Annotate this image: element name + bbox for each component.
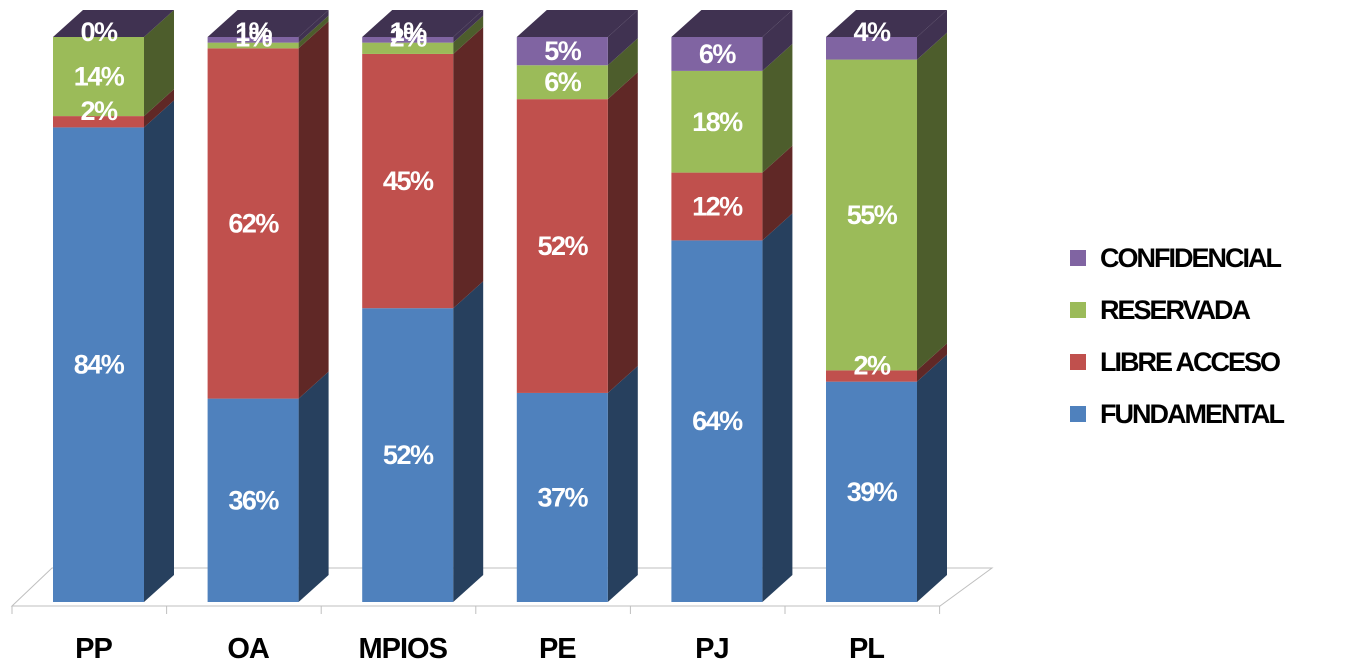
legend: CONFIDENCIAL RESERVADA LIBRE ACCESO FUND… — [1070, 232, 1283, 440]
category-label-mpios: MPIOS — [358, 633, 447, 665]
category-label-oa: OA — [227, 633, 270, 665]
data-label-confidencial-oa: 1% — [235, 17, 273, 47]
data-label-fundamental-pp: 84% — [74, 350, 125, 380]
data-label-fundamental-pl: 39% — [847, 477, 898, 507]
data-label-reservada-pj: 18% — [692, 107, 743, 137]
legend-label-reservada: RESERVADA — [1100, 295, 1249, 326]
legend-item-fundamental: FUNDAMENTAL — [1070, 388, 1283, 440]
data-label-libre-acceso-mpios: 45% — [383, 166, 434, 196]
legend-item-libre-acceso: LIBRE ACCESO — [1070, 336, 1283, 388]
data-label-libre-acceso-pj: 12% — [692, 192, 743, 222]
bar-side-fundamental-pl — [917, 355, 947, 602]
category-label-pl: PL — [849, 633, 884, 665]
category-label-pe: PE — [539, 633, 576, 665]
data-label-fundamental-mpios: 52% — [383, 440, 434, 470]
data-label-libre-acceso-oa: 62% — [228, 208, 279, 238]
category-label-pp: PP — [75, 633, 112, 665]
legend-label-libre-acceso: LIBRE ACCESO — [1100, 347, 1279, 378]
bar-side-fundamental-oa — [299, 372, 329, 602]
data-label-confidencial-mpios: 1% — [390, 17, 428, 47]
legend-item-reservada: RESERVADA — [1070, 284, 1283, 336]
legend-label-fundamental: FUNDAMENTAL — [1100, 399, 1283, 430]
bar-side-fundamental-pe — [608, 366, 638, 602]
data-label-fundamental-pe: 37% — [538, 482, 589, 512]
legend-swatch-libre-acceso — [1070, 354, 1086, 370]
data-label-reservada-pl: 55% — [847, 200, 898, 230]
data-label-libre-acceso-pe: 52% — [538, 231, 589, 261]
legend-swatch-reservada — [1070, 302, 1086, 318]
bar-side-fundamental-mpios — [453, 281, 483, 602]
bar-side-libre-acceso-pe — [608, 72, 638, 393]
legend-swatch-confidencial — [1070, 250, 1086, 266]
data-label-reservada-pe: 6% — [544, 67, 582, 97]
data-label-confidencial-pp: 0% — [80, 17, 118, 47]
data-label-libre-acceso-pp: 2% — [80, 96, 118, 126]
data-label-confidencial-pe: 5% — [544, 36, 582, 66]
data-label-confidencial-pj: 6% — [699, 39, 737, 69]
data-label-fundamental-pj: 64% — [692, 406, 743, 436]
bar-side-fundamental-pp — [144, 100, 174, 602]
data-label-fundamental-oa: 36% — [228, 485, 279, 515]
legend-label-confidencial: CONFIDENCIAL — [1100, 243, 1280, 274]
data-label-libre-acceso-pl: 2% — [853, 350, 891, 380]
bar-side-libre-acceso-mpios — [453, 27, 483, 308]
legend-item-confidencial: CONFIDENCIAL — [1070, 232, 1283, 284]
category-label-pj: PJ — [695, 633, 728, 665]
legend-swatch-fundamental — [1070, 406, 1086, 422]
data-label-reservada-pp: 14% — [74, 62, 125, 92]
bar-side-reservada-pl — [917, 33, 947, 371]
bar-side-libre-acceso-oa — [299, 21, 329, 398]
bar-side-fundamental-pj — [762, 213, 792, 602]
data-label-confidencial-pl: 4% — [853, 17, 891, 47]
